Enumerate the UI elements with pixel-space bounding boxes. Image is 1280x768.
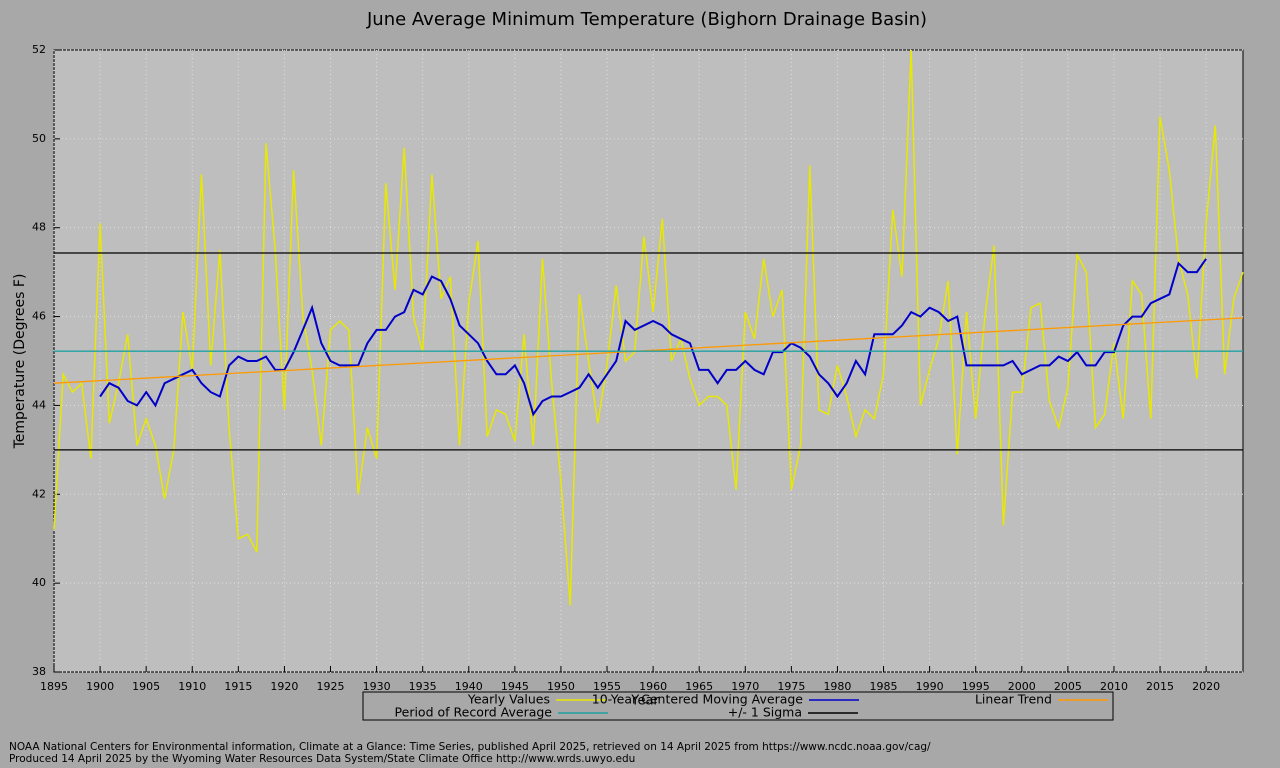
x-tick-label: 1945 [501,680,529,693]
x-tick-label: 1895 [40,680,68,693]
x-tick-label: 1960 [639,680,667,693]
legend-box [362,691,1114,721]
x-tick-label: 1990 [916,680,944,693]
x-tick-label: 1955 [593,680,621,693]
x-tick-label: 2015 [1146,680,1174,693]
legend-label: 10-Year Centered Moving Average [592,692,804,707]
x-tick-label: 1980 [823,680,851,693]
y-tick-label: 42 [32,487,46,500]
x-tick-label: 2020 [1192,680,1220,693]
y-tick-label: 40 [32,576,46,589]
x-tick-label: 1935 [409,680,437,693]
x-tick-label: 2010 [1100,680,1128,693]
x-tick-label: 1995 [962,680,990,693]
series-line [53,49,1244,606]
y-tick-label: 48 [32,221,46,234]
series-line [53,317,1244,384]
x-tick-label: 1915 [224,680,252,693]
legend-label: +/- 1 Sigma [728,705,802,720]
legend-label: Linear Trend [975,692,1052,707]
x-tick-label: 1950 [547,680,575,693]
y-tick-label: 50 [32,132,46,145]
legend-label: Period of Record Average [395,705,553,720]
footnote: Produced 14 April 2025 by the Wyoming Wa… [9,753,635,765]
y-tick-label: 38 [32,665,46,678]
y-axis-label: Temperature (Degrees F) [12,274,28,450]
chart-title: June Average Minimum Temperature (Bighor… [366,9,927,30]
x-tick-label: 1900 [86,680,114,693]
x-tick-label: 1985 [870,680,898,693]
y-tick-label: 46 [32,310,46,323]
x-tick-label: 1930 [363,680,391,693]
footnote: NOAA National Centers for Environmental … [9,741,931,753]
x-tick-label: 1970 [731,680,759,693]
x-tick-label: 2000 [1008,680,1036,693]
x-tick-label: 1910 [178,680,206,693]
x-axis-label: Year [630,694,659,709]
y-tick-label: 44 [32,398,46,411]
x-tick-label: 1975 [777,680,805,693]
x-tick-label: 1920 [270,680,298,693]
x-tick-label: 1965 [685,680,713,693]
legend-label: Yearly Values [467,692,550,707]
x-tick-label: 1925 [317,680,345,693]
x-tick-label: 2005 [1054,680,1082,693]
y-tick-label: 52 [32,43,46,56]
x-tick-label: 1940 [455,680,483,693]
x-tick-label: 1905 [132,680,160,693]
